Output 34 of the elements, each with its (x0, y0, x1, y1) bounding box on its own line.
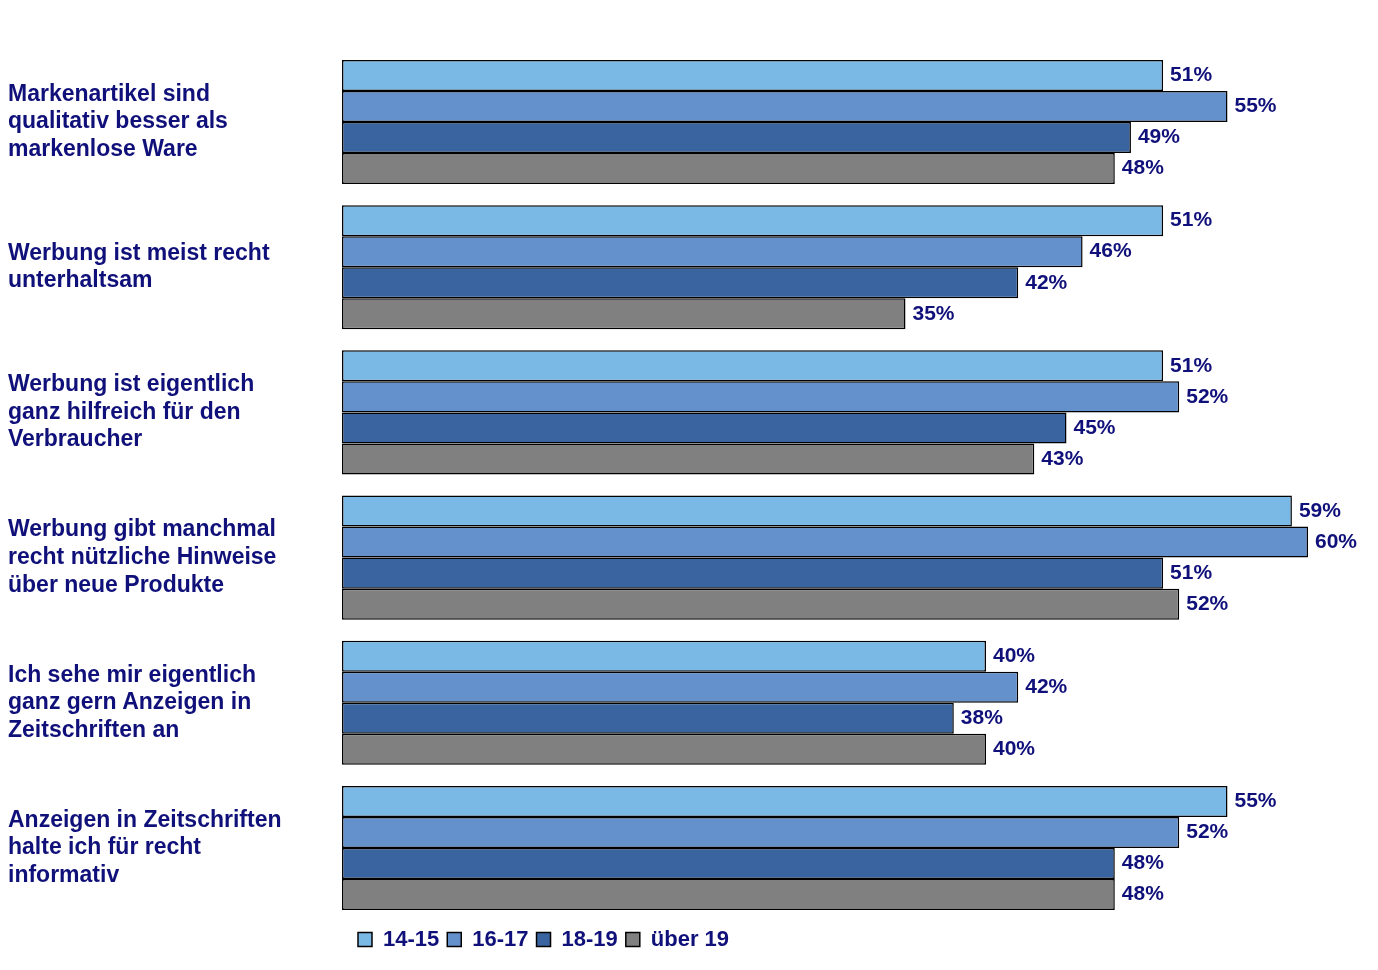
legend-label: 16-17 (472, 925, 529, 951)
y-tick-label: Markenartikel sind qualitativ besser als markenlose Ware (8, 79, 228, 161)
data-label: 60% (1315, 528, 1358, 552)
data-label: 48% (1121, 850, 1165, 874)
data-label: 51% (1170, 352, 1213, 376)
data-label: 49% (1137, 124, 1181, 148)
data-label: 38% (960, 705, 1004, 729)
data-label: 42% (1025, 269, 1068, 293)
y-tick-label: Anzeigen in Zeitschriften halte ich für recht informativ (8, 805, 282, 887)
data-label: 48% (1121, 155, 1165, 179)
legend-label: 14-15 (383, 925, 440, 951)
data-label: 35% (912, 300, 955, 324)
data-label: 51% (1170, 559, 1213, 583)
data-label: 43% (1041, 445, 1084, 469)
data-label: 52% (1186, 590, 1229, 614)
legend-label: über 19 (650, 925, 730, 951)
y-tick-label: Ich sehe mir eigentlich ganz gern Anzeigen in Zeitschriften an (8, 660, 256, 742)
data-label: 51% (1170, 207, 1213, 231)
y-tick-label: Werbung gibt manchmal recht nützliche Hinweise über neue Produkte (8, 515, 277, 597)
data-label: 55% (1234, 788, 1277, 812)
data-label: 42% (1025, 674, 1068, 698)
data-label: 46% (1089, 238, 1132, 262)
data-label: 40% (993, 643, 1036, 667)
data-label: 51% (1170, 62, 1213, 86)
y-tick-label: Werbung ist eigentlich ganz hilfreich für den Verbraucher (8, 370, 255, 452)
data-label: 48% (1121, 881, 1165, 905)
legend-label: 18-19 (561, 925, 618, 951)
data-label: 59% (1298, 497, 1342, 521)
data-label: 45% (1073, 414, 1116, 438)
data-label: 52% (1186, 819, 1229, 843)
data-label: 40% (993, 736, 1036, 760)
data-label: 52% (1186, 383, 1229, 407)
y-tick-label: Werbung ist meist recht unterhaltsam (8, 238, 270, 293)
data-label: 55% (1234, 93, 1277, 117)
